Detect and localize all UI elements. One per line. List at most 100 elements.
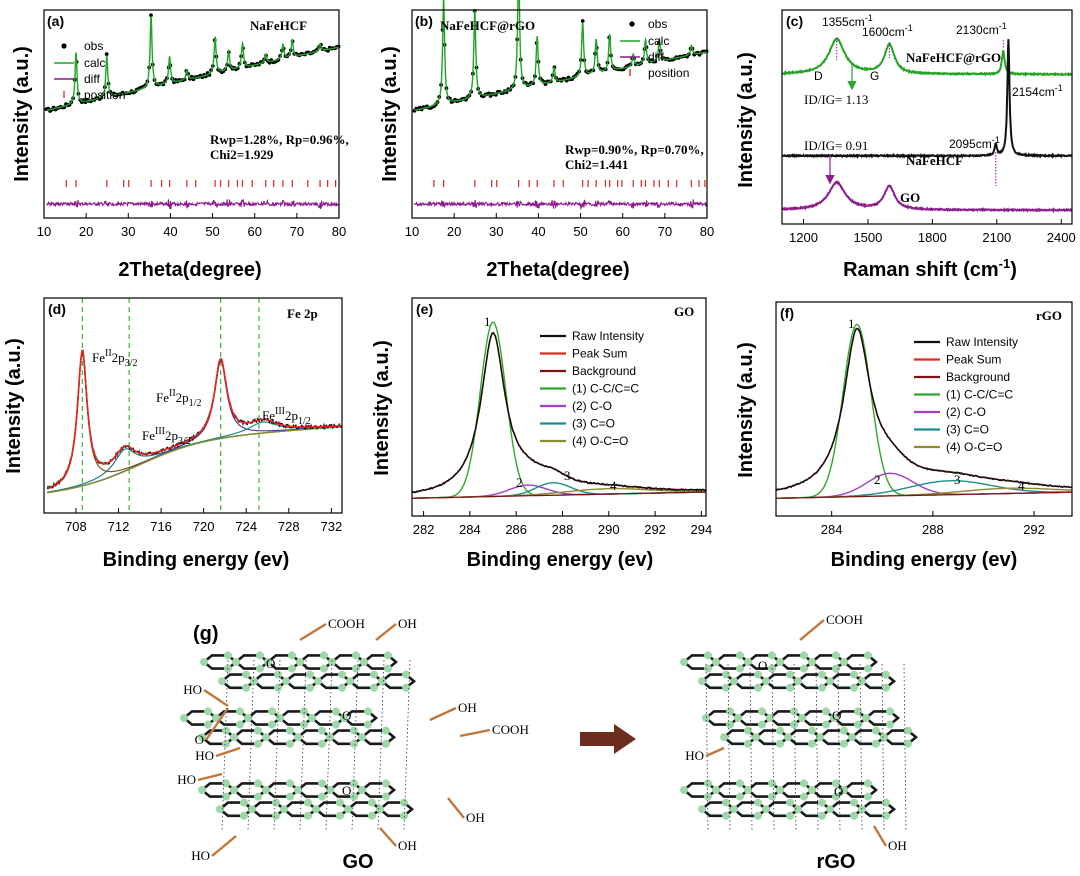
y-axis-label-a: Intensity (a.u.) [11, 46, 33, 182]
carbon-atom [358, 733, 366, 742]
carbon-atom [338, 683, 346, 692]
carbon-atom [832, 792, 840, 801]
x-tick-label: 728 [278, 519, 300, 534]
carbon-atom [400, 798, 408, 807]
axes-frame-b [411, 9, 708, 219]
epoxy-o: O [266, 656, 275, 671]
annotations-d: FeII2p3/2 FeIII2p3/2 FeII2p1/2 FeIII2p1/2 [92, 348, 311, 447]
carbon-atom [286, 792, 294, 801]
carbon-atom [368, 811, 376, 820]
carbon-atom [318, 792, 326, 801]
label-2154: 2154cm-1 [1012, 83, 1063, 99]
carbon-atom [722, 811, 730, 820]
carbon-atom [754, 811, 762, 820]
position-ticks-a [65, 180, 337, 187]
carbon-atom [314, 677, 322, 686]
carbon-atom [364, 720, 372, 729]
carbon-atom [754, 798, 762, 807]
series-name-nafehcf: NaFeHCF [906, 153, 963, 168]
x-tick-label: 282 [413, 522, 435, 537]
carbon-atom [294, 733, 302, 742]
carbon-atom [720, 733, 728, 742]
carbon-atom [698, 677, 706, 686]
epoxy-o: O [834, 784, 843, 799]
ho-group: HO [177, 772, 196, 787]
carbon-atom [320, 651, 328, 660]
axes-frame-a [43, 9, 340, 219]
carbon-atom [254, 726, 262, 735]
carbon-atom [704, 651, 712, 660]
carbon-atom [360, 658, 368, 666]
carbon-atom [840, 726, 848, 735]
carbon-atom [264, 658, 272, 666]
carbon-atom [704, 792, 712, 801]
interlayer-guide [749, 663, 753, 833]
carbon-atom [818, 670, 826, 679]
carbon-atom [744, 726, 752, 735]
carbon-atom [704, 779, 712, 788]
peak-numbers-e: 1 2 3 4 [484, 314, 617, 493]
hexagon-ring [859, 801, 897, 818]
carbon-atom [736, 664, 744, 673]
carbon-atom [350, 739, 358, 748]
carbon-atom [382, 779, 390, 788]
x-axis-label-b: 2Theta(degree) [486, 259, 629, 281]
cooh-group-bond [299, 622, 327, 642]
carbon-atom [736, 779, 744, 788]
carbon-atom [274, 683, 282, 692]
interlayer-guide [859, 663, 863, 833]
label-G: G [870, 69, 879, 83]
raw-intensity-line [775, 328, 1072, 492]
carbon-atom [370, 683, 378, 692]
carbon-atom [230, 786, 238, 794]
interlayer-guide [837, 663, 841, 833]
hexagon-ring [379, 673, 417, 690]
carbon-atom [786, 683, 794, 692]
carbon-atom [850, 811, 858, 820]
interlayer-guide [247, 659, 255, 831]
carbon-atom [840, 786, 848, 794]
axes-frame-c [781, 9, 1073, 225]
carbon-atom [248, 805, 256, 814]
hexagon-ring [841, 782, 879, 798]
carbon-atom [282, 677, 290, 686]
x-tick-label: 30 [489, 224, 503, 239]
interlayer-guide [351, 659, 359, 831]
legend-marker-obs-b [629, 21, 635, 27]
legend-label: Raw Intensity [946, 335, 1018, 349]
carbon-atom [308, 714, 316, 722]
interlayer-guide [881, 663, 885, 833]
carbon-atom [754, 670, 762, 679]
carbon-atom [338, 670, 346, 679]
panel-label-f: (f) [780, 305, 794, 321]
carbon-atom [326, 786, 334, 794]
obs-point [104, 52, 109, 57]
hexagon-ring [341, 710, 379, 726]
carbon-atom [818, 683, 826, 692]
carbon-atom [730, 677, 738, 686]
carbon-atom [854, 720, 862, 729]
ho-group: HO [195, 748, 214, 763]
title-a: NaFeHCF [250, 18, 307, 33]
x-ticks-d: 708 712 716 720 724 728 732 [65, 508, 342, 534]
legend-label: (3) C=O [946, 423, 989, 437]
carbon-atom [680, 786, 688, 794]
x-tick-label: 716 [150, 519, 172, 534]
carbon-atom [882, 683, 890, 692]
carbon-atom [268, 707, 276, 716]
plot-area-b [412, 0, 709, 211]
oh-group: OH [398, 838, 417, 853]
hexagon-ring [361, 654, 399, 670]
panel-e: (e) GO Raw Intensity Peak Sum Background (1… [371, 297, 712, 571]
carbon-atom [840, 739, 848, 748]
carbon-atom [232, 658, 240, 666]
carbon-atom [286, 739, 294, 748]
x-tick-label: 1200 [789, 230, 818, 245]
background-line [47, 426, 342, 494]
cooh-group: COOH [328, 616, 365, 631]
carbon-atom [726, 720, 734, 729]
interlayer-guide [815, 663, 819, 833]
peak-number-3: 3 [564, 468, 571, 483]
legend-label: (2) C-O [946, 405, 986, 419]
